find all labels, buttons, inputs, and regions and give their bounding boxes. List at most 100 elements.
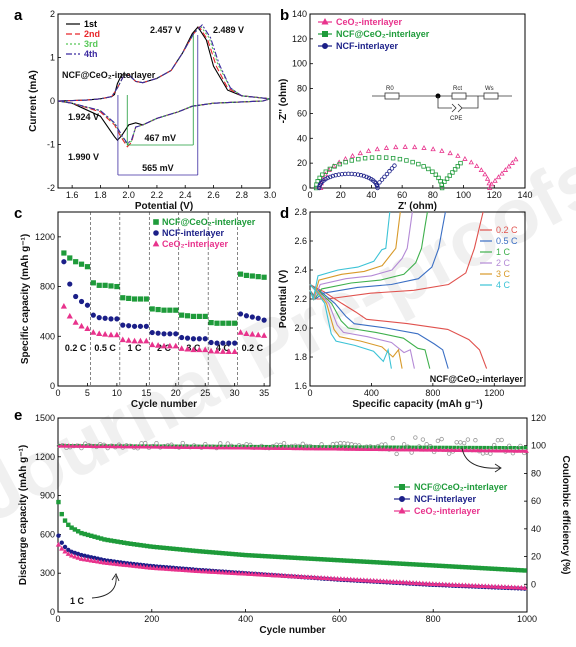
rate-point xyxy=(61,259,67,265)
discharge-point xyxy=(246,571,252,576)
y-tick-label: 0 xyxy=(302,183,307,193)
y-tick-label: 1200 xyxy=(35,452,55,462)
nyquist-point xyxy=(358,173,364,178)
nyquist-point xyxy=(468,159,474,165)
rate-point xyxy=(202,313,208,320)
discharge-point xyxy=(114,561,121,567)
annotation: 1.990 V xyxy=(68,152,99,162)
rate-point xyxy=(167,331,173,337)
rate-point xyxy=(114,283,120,290)
y-axis-label: Current (mA) xyxy=(28,70,39,132)
discharge-point xyxy=(256,571,262,577)
y-tick-label: 600 xyxy=(40,529,55,539)
discharge-point xyxy=(242,570,249,576)
rate-point xyxy=(173,307,179,313)
discharge-series-CeO2-interlayer xyxy=(55,541,528,590)
rate-point xyxy=(143,337,150,344)
discharge-point xyxy=(124,562,131,568)
rate-point xyxy=(202,346,209,353)
nyquist-point xyxy=(352,171,358,177)
discharge-point xyxy=(118,561,124,567)
nyquist-tail-point xyxy=(374,183,380,188)
discharge-point xyxy=(128,562,134,568)
discharge-point xyxy=(328,575,334,581)
discharge-point xyxy=(275,572,282,578)
ce-point xyxy=(437,445,441,450)
charge-curve-4 C xyxy=(309,211,391,301)
right-tick-label: 20 xyxy=(531,552,541,562)
rate-series-NCF-interlayer xyxy=(61,259,267,346)
ce-point xyxy=(394,451,399,457)
y-tick-label: 0 xyxy=(50,381,55,391)
nyquist-tail-point xyxy=(439,182,444,188)
ce-point xyxy=(499,437,504,443)
nyquist-point xyxy=(323,169,328,174)
nyquist-point xyxy=(426,166,431,172)
ce-point xyxy=(362,445,366,449)
rate-point xyxy=(155,342,162,348)
nyquist-tail-point xyxy=(452,167,458,172)
rate-point xyxy=(261,274,267,280)
discharge-point xyxy=(288,573,295,579)
legend-marker xyxy=(398,483,405,490)
discharge-point xyxy=(512,584,518,590)
discharge-point xyxy=(347,576,354,582)
annotation: 1.924 V xyxy=(68,112,99,122)
rate-point xyxy=(231,348,238,354)
nyquist-point xyxy=(447,150,453,156)
ce-point xyxy=(441,445,445,450)
nyquist-point xyxy=(362,155,368,161)
ce-point xyxy=(424,442,429,447)
ce-point xyxy=(467,445,472,450)
discharge-point xyxy=(121,561,127,567)
panel-a-cv-curves: 1.6 1.8 2.0 2.2 2.4 2.6 2.8 3.0 -2 -1 0 1 2 Potential… xyxy=(14,7,276,212)
discharge-point xyxy=(502,584,508,590)
rate-point xyxy=(67,255,73,261)
axis-arrow xyxy=(461,447,501,469)
y-tick-label: 2 xyxy=(50,9,55,19)
ce-point xyxy=(281,440,287,446)
rate-point xyxy=(96,315,102,321)
rate-point xyxy=(178,345,185,351)
ce-point xyxy=(345,441,351,446)
rate-series-CeO2-interlayer xyxy=(60,302,268,354)
discharge-point xyxy=(190,567,196,573)
rate-point xyxy=(179,334,185,341)
nyquist-point xyxy=(336,172,341,177)
discharge-point xyxy=(456,582,462,588)
nyquist-point xyxy=(374,146,380,152)
discharge-point xyxy=(430,581,436,587)
discharge-point xyxy=(400,579,406,585)
right-y-axis-label: Coulombic efficiency (%) xyxy=(560,456,571,575)
discharge-point xyxy=(449,581,456,587)
x-tick-label: 120 xyxy=(487,190,502,200)
discharge-point xyxy=(492,583,498,589)
discharge-point xyxy=(68,552,75,558)
nyquist-point xyxy=(474,163,480,169)
x-tick-label: 40 xyxy=(366,190,376,200)
y-tick-label: 0 xyxy=(50,96,55,106)
nyquist-tail-point xyxy=(488,181,495,187)
y-tick-label: 120 xyxy=(292,34,307,44)
rate-point xyxy=(107,331,115,338)
discharge-point xyxy=(397,579,403,585)
rate-point xyxy=(196,313,202,320)
rate-point xyxy=(166,342,173,349)
ce-point xyxy=(486,445,490,450)
y-tick-label: 900 xyxy=(40,491,55,501)
nyquist-point xyxy=(343,159,348,165)
arrow-head xyxy=(111,573,120,582)
nyquist-point xyxy=(478,167,484,173)
rate-point xyxy=(119,336,126,343)
nyquist-point xyxy=(439,185,445,191)
panel-letter: b xyxy=(280,7,289,24)
nyquist-tail-point xyxy=(455,164,461,169)
discharge-point xyxy=(341,576,347,582)
discharge-point xyxy=(476,583,482,588)
annotation: 467 mV xyxy=(144,133,176,143)
cv-curve-1st xyxy=(57,26,271,142)
discharge-point xyxy=(75,554,81,560)
x-tick-label: 25 xyxy=(200,388,210,398)
nyquist-point xyxy=(357,150,363,156)
discharge-point xyxy=(416,580,423,586)
